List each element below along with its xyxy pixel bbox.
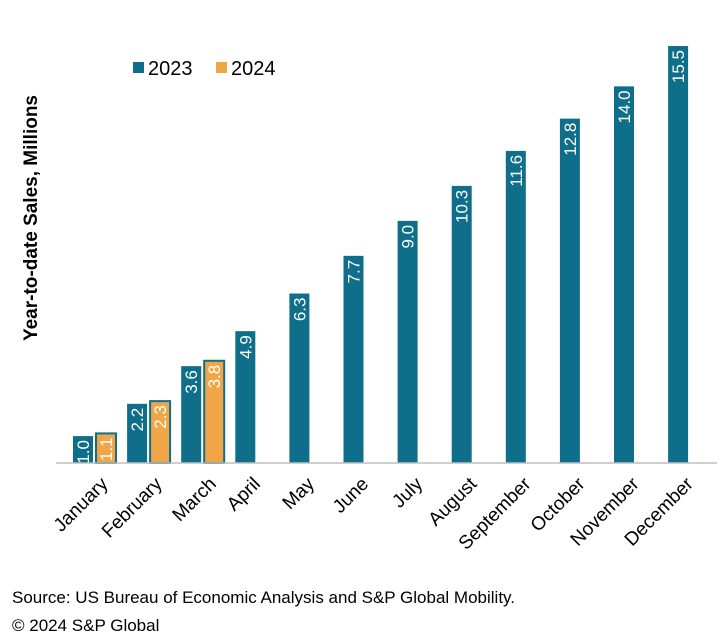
source-note: Source: US Bureau of Economic Analysis a… — [12, 588, 516, 607]
legend-swatch-2024 — [216, 62, 227, 73]
data-label-2023-march: 3.6 — [182, 370, 201, 394]
bar-2023-october — [559, 118, 580, 464]
bar-2023-june — [343, 255, 364, 463]
chart-svg: Year-to-date Sales, Millions 2023 2024 1.… — [21, 46, 717, 554]
x-tick-march: March — [169, 474, 221, 526]
legend-label-2024: 2024 — [231, 58, 276, 80]
data-label-2023-april: 4.9 — [236, 335, 255, 359]
legend: 2023 2024 — [133, 58, 276, 80]
data-label-2023-may: 6.3 — [290, 298, 309, 322]
data-label-2023-december: 15.5 — [669, 50, 688, 83]
copyright-note: © 2024 S&P Global — [12, 616, 160, 635]
legend-swatch-2023 — [133, 62, 144, 73]
bar-2023-march — [181, 366, 202, 463]
data-label-2023-october: 12.8 — [561, 123, 580, 156]
data-label-2024-january: 1.1 — [97, 437, 116, 461]
x-tick-april: April — [223, 474, 265, 516]
data-label-2024-march: 3.8 — [205, 365, 224, 389]
x-tick-february: February — [98, 473, 167, 542]
data-label-2023-june: 7.7 — [345, 260, 364, 284]
data-label-2023-november: 14.0 — [615, 90, 634, 123]
x-tick-july: July — [388, 473, 427, 512]
data-label-2023-february: 2.2 — [128, 408, 147, 432]
bar-2023-may — [289, 293, 310, 463]
bar-2023-august — [451, 185, 472, 463]
bar-2023-july — [397, 220, 418, 463]
bar-2023-january — [73, 436, 93, 463]
bar-2023-december — [668, 46, 689, 463]
data-label-2023-september: 11.6 — [507, 155, 526, 187]
data-label-2024-february: 2.3 — [151, 405, 170, 429]
bar-2023-february — [127, 403, 148, 463]
bar-2023-september — [505, 150, 526, 463]
x-tick-may: May — [279, 473, 320, 514]
data-label-2023-august: 10.3 — [453, 190, 472, 223]
legend-label-2023: 2023 — [148, 58, 193, 80]
bar-2023-april — [235, 331, 256, 463]
y-axis-label: Year-to-date Sales, Millions — [21, 95, 42, 341]
x-tick-june: June — [329, 474, 373, 518]
data-label-2023-january: 1.0 — [74, 440, 93, 464]
bar-2023-november — [614, 86, 634, 464]
data-label-2023-july: 9.0 — [399, 225, 418, 249]
bars-group: 1.0 1.1 2.2 2.3 3.6 3.8 4.9 6.3 7.7 9.0 10.3 11.6 12… — [73, 46, 689, 465]
